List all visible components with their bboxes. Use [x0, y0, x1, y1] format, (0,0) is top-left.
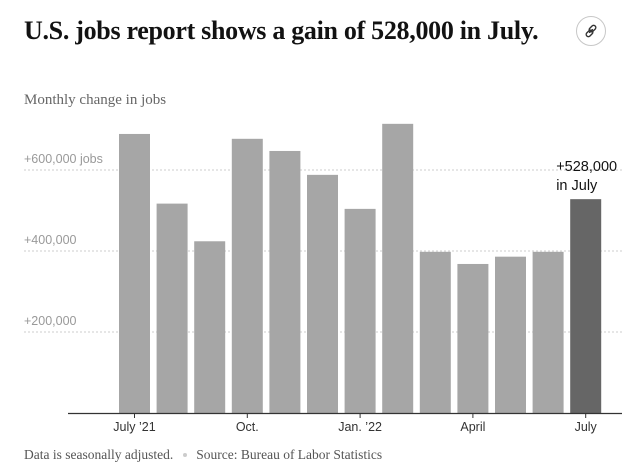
- y-tick-label: +200,000: [24, 314, 77, 328]
- bar-jan-2022: [344, 208, 376, 413]
- link-icon: [585, 24, 597, 38]
- bar-apr-2022: [457, 263, 489, 413]
- bar-aug-2021: [156, 203, 188, 413]
- separator-dot: [183, 452, 188, 457]
- annotation-line: in July: [556, 178, 598, 194]
- bar-sep-2021: [194, 241, 226, 413]
- source-note: Source: Bureau of Labor Statistics: [196, 447, 383, 462]
- y-axis-title: Monthly change in jobs: [24, 92, 167, 108]
- x-tick-label: Jan. ’22: [338, 420, 382, 434]
- annotation-line: +528,000: [556, 159, 617, 175]
- y-tick-label: +600,000 jobs: [24, 152, 103, 166]
- bar-jun-2022: [532, 251, 564, 413]
- headline: U.S. jobs report shows a gain of 528,000…: [24, 16, 539, 45]
- x-tick-label: July ’21: [113, 420, 155, 434]
- bar-jul-2021: [119, 133, 150, 413]
- bar-may-2022: [495, 256, 526, 413]
- x-tick-label: July: [575, 420, 598, 434]
- bar-dec-2021: [307, 174, 338, 413]
- bar-nov-2021: [269, 150, 301, 413]
- x-tick-label: Oct.: [236, 420, 259, 434]
- y-tick-label: +400,000: [24, 233, 77, 247]
- seasonal-adjustment-note: Data is seasonally adjusted.: [24, 447, 174, 462]
- chart-footer: Data is seasonally adjusted. Source: Bure…: [24, 446, 382, 464]
- share-link-button[interactable]: [576, 16, 606, 46]
- x-tick-label: April: [460, 420, 485, 434]
- bar-oct-2021: [231, 138, 263, 413]
- bar-jul-2022: [570, 199, 602, 413]
- bar-mar-2022: [419, 251, 451, 413]
- bar-feb-2022: [382, 123, 414, 413]
